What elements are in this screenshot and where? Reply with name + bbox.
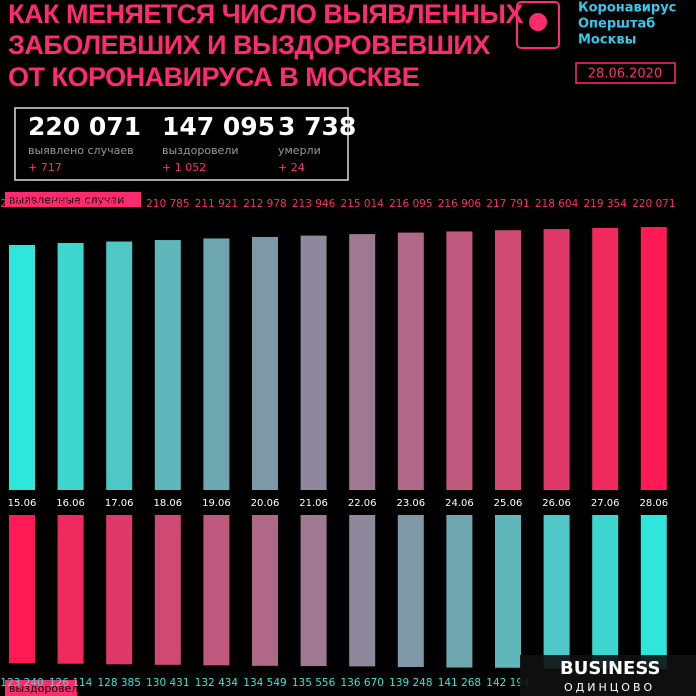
- stat-value: 220 071: [28, 112, 141, 141]
- x-tick-label: 20.06: [251, 498, 280, 509]
- org-line: Москвы: [578, 33, 636, 48]
- value-label: 218 604: [535, 198, 579, 210]
- org-line: Коронавирус: [578, 1, 676, 16]
- watermark-box: [520, 655, 696, 696]
- bar: [446, 515, 473, 668]
- value-label: 130 431: [146, 677, 189, 689]
- x-tick-label: 26.06: [542, 498, 571, 509]
- x-tick-label: 17.06: [105, 498, 134, 509]
- bar: [106, 515, 133, 665]
- bar: [300, 515, 327, 667]
- value-label: 215 014: [340, 198, 384, 210]
- value-label: 141 268: [438, 677, 481, 689]
- value-label: 210 785: [146, 198, 189, 210]
- bar: [543, 515, 570, 669]
- bar: [154, 240, 181, 490]
- value-label: 132 434: [195, 677, 239, 689]
- bar: [592, 228, 619, 490]
- value-label: 123 240: [0, 677, 43, 689]
- x-tick-label: 15.06: [8, 498, 37, 509]
- value-label: 209 745: [97, 198, 140, 210]
- stat-label: выздоровели: [162, 144, 239, 157]
- bar: [495, 515, 521, 668]
- x-tick-label: 28.06: [639, 498, 668, 509]
- value-label: 208 680: [49, 198, 92, 210]
- x-tick-label: 24.06: [445, 498, 474, 509]
- bar: [9, 515, 35, 663]
- value-label: 220 071: [632, 198, 675, 210]
- bar: [592, 515, 619, 669]
- stats-box: [14, 107, 349, 181]
- series-label-box: [5, 192, 141, 207]
- x-tick-label: 27.06: [591, 498, 620, 509]
- bar: [640, 515, 667, 669]
- value-label: 219 354: [583, 198, 627, 210]
- bar: [495, 230, 521, 490]
- value-label: 128 385: [97, 677, 140, 689]
- value-label: 134 549: [243, 677, 286, 689]
- logo: [516, 1, 560, 49]
- value-label: 217 791: [486, 198, 529, 210]
- bar: [446, 231, 473, 490]
- watermark: ОДИНЦОВО: [564, 681, 655, 694]
- bar: [349, 515, 376, 667]
- series-label-box: [5, 680, 77, 696]
- stat-delta: + 24: [278, 161, 305, 174]
- date-box: [575, 62, 676, 84]
- watermark: BUSINESS: [560, 658, 660, 679]
- bar: [300, 235, 327, 490]
- x-tick-label: 18.06: [153, 498, 182, 509]
- bar: [252, 515, 278, 666]
- series-label: выздоровели: [9, 682, 86, 695]
- stat-label: выявлено случаев: [28, 144, 134, 157]
- bar: [397, 515, 424, 668]
- bar: [57, 243, 84, 490]
- bar: [57, 515, 84, 664]
- value-label: 216 095: [389, 198, 432, 210]
- bar: [252, 236, 278, 490]
- value-label: 212 978: [243, 198, 286, 210]
- x-tick-label: 19.06: [202, 498, 231, 509]
- bar: [349, 234, 376, 490]
- x-tick-label: 25.06: [494, 498, 523, 509]
- stat-value: 3 738: [278, 112, 356, 141]
- title-line: ЗАБОЛЕВШИХ И ВЫЗДОРОВЕВШИХ: [8, 30, 490, 60]
- x-tick-label: 23.06: [396, 498, 425, 509]
- org-line: Оперштаб: [578, 17, 655, 32]
- series-label: выявленные случаи: [9, 194, 124, 207]
- x-tick-label: 22.06: [348, 498, 377, 509]
- bar: [397, 232, 424, 490]
- value-label: 126 114: [49, 677, 93, 689]
- value-label: 136 670: [340, 677, 383, 689]
- bar: [106, 241, 133, 490]
- stat-value: 147 095: [162, 112, 275, 141]
- stat-label: умерли: [278, 144, 321, 157]
- value-label: 211 921: [195, 198, 238, 210]
- x-tick-label: 16.06: [56, 498, 85, 509]
- value-label: 135 556: [292, 677, 336, 689]
- value-label: 207 264: [0, 198, 44, 210]
- value-label: 213 946: [292, 198, 336, 210]
- value-label: 139 248: [389, 677, 432, 689]
- stat-delta: + 717: [28, 161, 62, 174]
- date: 28.06.2020: [588, 67, 662, 82]
- bar: [203, 515, 230, 666]
- stat-delta: + 1 052: [162, 161, 206, 174]
- value-label: 142 194: [486, 677, 530, 689]
- bar: [543, 229, 570, 491]
- x-tick-label: 21.06: [299, 498, 328, 509]
- value-label: 216 906: [438, 198, 482, 210]
- bar: [203, 238, 230, 490]
- bar: [640, 227, 667, 490]
- bar: [9, 245, 35, 490]
- title-line: КАК МЕНЯЕТСЯ ЧИСЛО ВЫЯВЛЕННЫХ: [8, 0, 523, 29]
- bar: [154, 515, 181, 665]
- title-line: ОТ КОРОНАВИРУСА В МОСКВЕ: [8, 62, 419, 92]
